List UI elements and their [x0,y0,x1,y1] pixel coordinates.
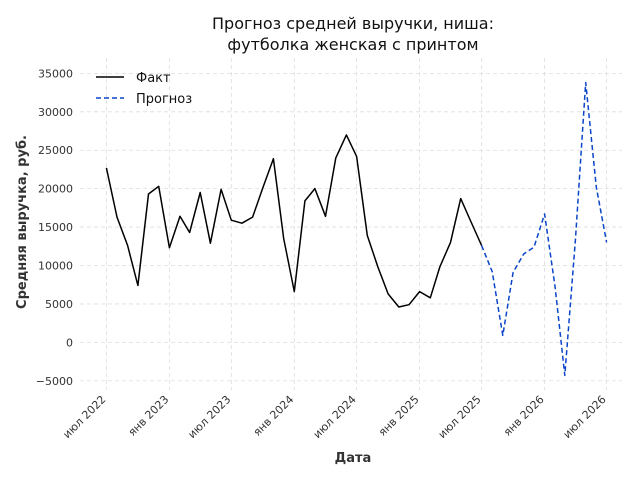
x-tick-label: янв 2023 [126,393,172,439]
series-line-fact [105,134,483,308]
x-tick-label: янв 2026 [501,393,547,439]
x-tick-label: янв 2025 [376,393,422,439]
x-axis-ticks: июл 2022 янв 2023 июл 2023 янв 2024 июл 2024… [60,393,608,441]
y-tick-label: −5000 [36,375,73,388]
y-tick-label: 20000 [38,183,73,196]
chart-title-line-1: Прогноз средней выручки, ниша: [212,14,494,33]
y-tick-label: 10000 [38,260,73,273]
x-tick-label: июл 2024 [311,393,359,441]
x-tick-label: июл 2023 [185,393,233,441]
x-tick-label: июл 2026 [561,393,609,441]
series-line-forecast [480,81,608,377]
x-axis-label: Дата [335,451,372,466]
x-tick-label: янв 2024 [251,393,297,439]
y-axis-ticks: −5000 0 5000 10000 15000 20000 25000 30000 35000 [36,67,73,387]
x-tick-label: июл 2025 [436,393,484,441]
y-tick-label: 25000 [38,144,73,157]
grid [80,58,622,390]
series-layer [105,81,608,377]
chart-title-line-2: футболка женская с принтом [227,35,478,54]
legend: Факт Прогноз [96,71,192,107]
y-tick-label: 0 [66,336,73,349]
y-tick-label: 15000 [38,221,73,234]
y-tick-label: 35000 [38,67,73,80]
y-axis-label: Средняя выручка, руб. [15,135,30,309]
legend-label-fact: Факт [136,71,171,86]
y-tick-label: 5000 [45,298,73,311]
y-tick-label: 30000 [38,106,73,119]
x-tick-label: июл 2022 [60,393,108,441]
legend-label-forecast: Прогноз [136,92,192,107]
